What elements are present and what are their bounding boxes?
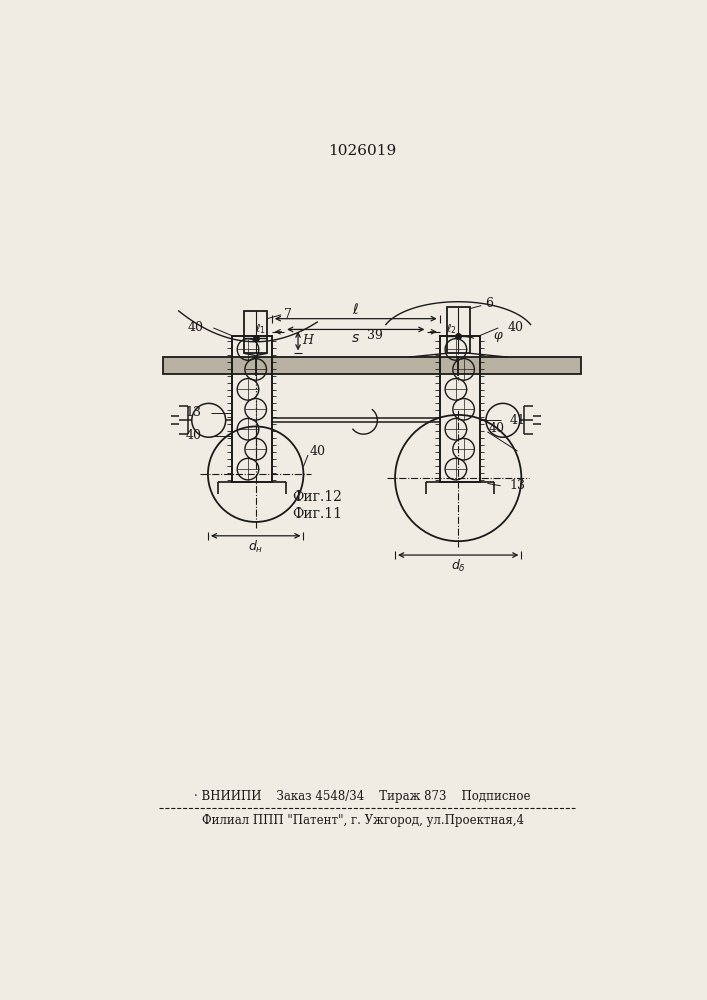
Text: 7: 7 xyxy=(284,308,292,321)
Text: 39: 39 xyxy=(367,329,383,342)
Text: 40: 40 xyxy=(186,429,201,442)
Text: 41: 41 xyxy=(510,414,526,427)
Text: $\ell_1$: $\ell_1$ xyxy=(255,323,266,336)
Bar xyxy=(440,336,480,482)
Text: $\ell$: $\ell$ xyxy=(352,302,359,317)
Bar xyxy=(232,336,272,482)
Text: H: H xyxy=(303,334,313,347)
Text: 13: 13 xyxy=(510,479,526,492)
Text: Филиал ППП "Патент", г. Ужгород, ул.Проектная,4: Филиал ППП "Патент", г. Ужгород, ул.Прое… xyxy=(201,814,524,827)
Bar xyxy=(447,307,469,353)
Text: 40: 40 xyxy=(508,321,523,334)
Text: 40: 40 xyxy=(489,422,505,434)
Text: 40: 40 xyxy=(188,321,204,334)
Text: $d_δ$: $d_δ$ xyxy=(451,558,466,574)
Text: 1026019: 1026019 xyxy=(329,144,397,158)
Text: $\ell_2$: $\ell_2$ xyxy=(446,323,457,336)
Text: $s$: $s$ xyxy=(351,331,361,345)
Bar xyxy=(244,311,267,353)
Text: Фиг.12: Фиг.12 xyxy=(293,490,342,504)
Text: 40: 40 xyxy=(309,445,325,458)
Text: · ВНИИПИ    Заказ 4548/34    Тираж 873    Подписное: · ВНИИПИ Заказ 4548/34 Тираж 873 Подписн… xyxy=(194,790,531,803)
Text: Фиг.11: Фиг.11 xyxy=(292,507,342,521)
Text: 6: 6 xyxy=(485,297,493,310)
Text: φ: φ xyxy=(494,329,503,342)
Text: $d_н$: $d_н$ xyxy=(248,539,263,555)
Bar xyxy=(163,357,581,374)
Text: 13: 13 xyxy=(186,406,201,419)
